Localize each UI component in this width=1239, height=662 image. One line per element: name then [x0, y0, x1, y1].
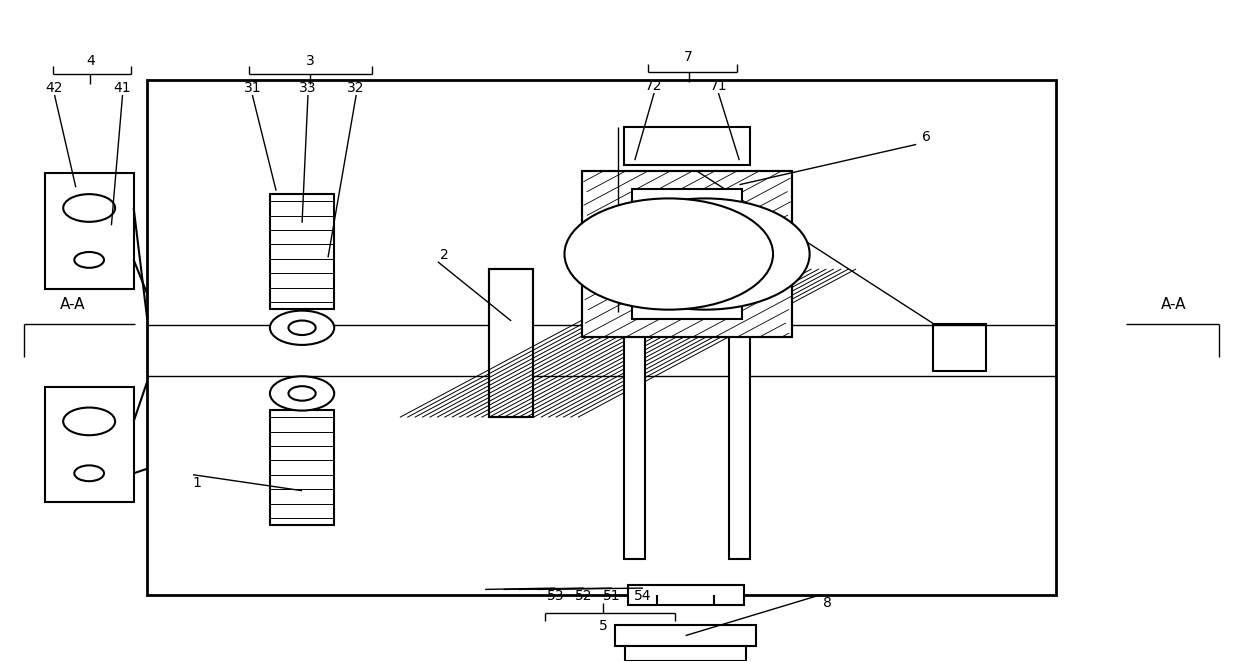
Bar	[729, 189, 750, 559]
Text: 1: 1	[192, 475, 201, 490]
Text: 33: 33	[300, 81, 317, 95]
Text: 32: 32	[347, 81, 366, 95]
Bar	[489, 269, 534, 417]
Bar	[616, 625, 756, 646]
Bar	[270, 194, 335, 309]
Text: A-A: A-A	[1161, 297, 1186, 312]
Bar	[582, 171, 792, 336]
Text: 4: 4	[85, 54, 94, 68]
Text: 5: 5	[598, 620, 608, 634]
Text: 8: 8	[823, 596, 831, 610]
Text: 52: 52	[575, 589, 592, 603]
Text: 72: 72	[646, 79, 663, 93]
Bar	[626, 646, 746, 661]
Text: 53: 53	[546, 589, 564, 603]
Bar	[582, 171, 792, 336]
Bar	[45, 173, 134, 289]
Text: 6: 6	[922, 130, 930, 144]
Text: 71: 71	[710, 79, 727, 93]
Text: 41: 41	[114, 81, 131, 95]
Circle shape	[565, 199, 773, 310]
Bar	[632, 189, 742, 320]
Text: A-A: A-A	[61, 297, 85, 312]
Bar	[45, 387, 134, 502]
Circle shape	[270, 310, 335, 345]
Bar	[270, 410, 335, 525]
Bar	[147, 81, 1056, 594]
Text: 31: 31	[244, 81, 261, 95]
Circle shape	[601, 199, 809, 310]
Text: 54: 54	[634, 589, 652, 603]
Bar	[628, 585, 743, 604]
Text: 2: 2	[440, 248, 449, 262]
Bar	[489, 269, 534, 417]
Text: 42: 42	[46, 81, 63, 95]
Circle shape	[270, 376, 335, 410]
Bar	[624, 189, 646, 559]
Bar	[624, 126, 750, 166]
Bar	[489, 269, 534, 417]
Text: 7: 7	[684, 50, 693, 64]
Text: 51: 51	[603, 589, 621, 603]
Text: 3: 3	[306, 54, 315, 68]
Bar	[933, 324, 986, 371]
